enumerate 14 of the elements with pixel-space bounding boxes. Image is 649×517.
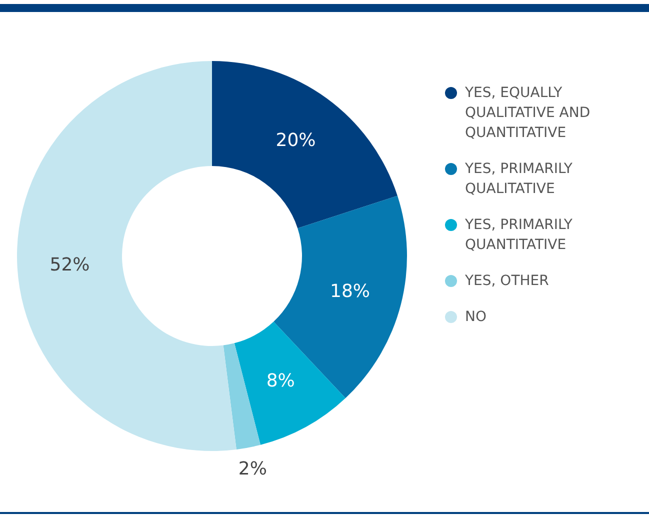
data-label: 18% [330, 280, 370, 302]
donut-slice [223, 343, 260, 450]
data-label: 20% [276, 130, 316, 152]
legend-label: NO [465, 309, 486, 325]
donut-slice [17, 61, 236, 451]
legend-label: YES, OTHER [464, 273, 550, 289]
data-label: 8% [266, 370, 295, 392]
legend-label: YES, PRIMARILY QUANTITATIVE [464, 217, 573, 253]
legend-label: YES, PRIMARILY QUALITATIVE [464, 161, 573, 197]
data-label: 2% [238, 458, 267, 480]
donut-slice [234, 322, 346, 445]
legend-label: YES, EQUALLY QUALITATIVE AND QUANTITATIVE [464, 85, 590, 141]
donut-slice [212, 61, 398, 228]
data-label: 52% [50, 254, 90, 276]
